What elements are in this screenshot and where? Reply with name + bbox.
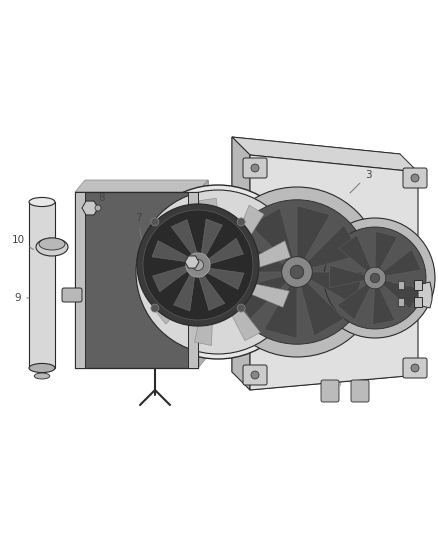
Polygon shape: [75, 192, 85, 368]
Circle shape: [214, 268, 222, 276]
Polygon shape: [201, 219, 223, 256]
Circle shape: [151, 218, 159, 226]
Circle shape: [137, 204, 259, 326]
Polygon shape: [231, 239, 284, 272]
Circle shape: [315, 218, 435, 338]
Polygon shape: [264, 285, 297, 338]
Polygon shape: [194, 295, 213, 345]
Circle shape: [210, 264, 226, 280]
Circle shape: [364, 267, 386, 289]
Circle shape: [189, 243, 247, 301]
Ellipse shape: [29, 364, 55, 373]
FancyBboxPatch shape: [243, 365, 267, 385]
Polygon shape: [308, 225, 361, 268]
Circle shape: [200, 254, 236, 290]
FancyBboxPatch shape: [243, 158, 267, 178]
Circle shape: [131, 185, 305, 359]
Ellipse shape: [34, 373, 50, 379]
Circle shape: [212, 187, 382, 357]
Circle shape: [237, 304, 245, 312]
Polygon shape: [232, 357, 418, 390]
Circle shape: [370, 273, 380, 283]
Bar: [414, 297, 422, 307]
Polygon shape: [75, 180, 208, 192]
Ellipse shape: [36, 238, 68, 256]
Polygon shape: [238, 281, 289, 307]
Polygon shape: [231, 205, 264, 255]
Bar: [398, 298, 404, 306]
Polygon shape: [329, 265, 364, 288]
Polygon shape: [375, 231, 397, 269]
Polygon shape: [208, 238, 244, 264]
Ellipse shape: [95, 205, 101, 211]
Circle shape: [251, 371, 259, 379]
Polygon shape: [75, 192, 198, 368]
Polygon shape: [145, 261, 193, 278]
Polygon shape: [232, 137, 400, 372]
Polygon shape: [243, 241, 290, 272]
FancyBboxPatch shape: [403, 168, 427, 188]
Ellipse shape: [39, 238, 65, 250]
Bar: [398, 281, 404, 289]
Text: 7: 7: [135, 213, 145, 257]
Bar: [414, 280, 422, 290]
Polygon shape: [152, 266, 187, 292]
FancyBboxPatch shape: [351, 380, 369, 402]
Text: 9: 9: [15, 293, 29, 303]
Circle shape: [225, 200, 369, 344]
Polygon shape: [250, 208, 293, 261]
Bar: [29, 202, 55, 368]
Text: 3: 3: [350, 170, 371, 193]
Polygon shape: [232, 137, 250, 390]
Circle shape: [251, 164, 259, 172]
Polygon shape: [301, 283, 344, 336]
Polygon shape: [158, 217, 205, 255]
Circle shape: [136, 190, 300, 354]
Ellipse shape: [29, 197, 55, 207]
Polygon shape: [232, 137, 418, 172]
Circle shape: [411, 364, 419, 372]
Circle shape: [282, 257, 312, 287]
Polygon shape: [152, 240, 189, 262]
Circle shape: [411, 174, 419, 182]
Circle shape: [290, 265, 304, 279]
Circle shape: [151, 304, 159, 312]
Circle shape: [192, 260, 204, 271]
Polygon shape: [199, 198, 223, 246]
Text: 2: 2: [403, 300, 421, 310]
Polygon shape: [384, 249, 421, 276]
Polygon shape: [85, 180, 208, 356]
Polygon shape: [383, 280, 420, 309]
Polygon shape: [155, 281, 198, 324]
Polygon shape: [199, 276, 225, 310]
Circle shape: [143, 210, 253, 320]
Polygon shape: [297, 206, 330, 259]
Polygon shape: [233, 276, 286, 319]
FancyBboxPatch shape: [62, 288, 82, 302]
Text: 1: 1: [403, 280, 421, 290]
Text: 8: 8: [96, 193, 105, 208]
Polygon shape: [373, 288, 395, 325]
Polygon shape: [223, 295, 260, 341]
Text: 6: 6: [185, 257, 196, 271]
Polygon shape: [339, 235, 371, 271]
Circle shape: [237, 218, 245, 226]
FancyBboxPatch shape: [321, 380, 339, 402]
Text: 5: 5: [219, 195, 233, 257]
Polygon shape: [250, 155, 418, 390]
FancyBboxPatch shape: [403, 358, 427, 378]
Polygon shape: [198, 180, 208, 368]
Text: 10: 10: [11, 235, 34, 249]
Circle shape: [324, 227, 426, 329]
Polygon shape: [418, 282, 432, 308]
Polygon shape: [188, 192, 198, 368]
Circle shape: [186, 253, 210, 277]
Polygon shape: [337, 284, 370, 320]
Polygon shape: [310, 272, 363, 305]
Text: 4: 4: [265, 191, 289, 245]
Polygon shape: [173, 274, 195, 311]
Polygon shape: [207, 268, 244, 289]
Polygon shape: [171, 220, 197, 254]
